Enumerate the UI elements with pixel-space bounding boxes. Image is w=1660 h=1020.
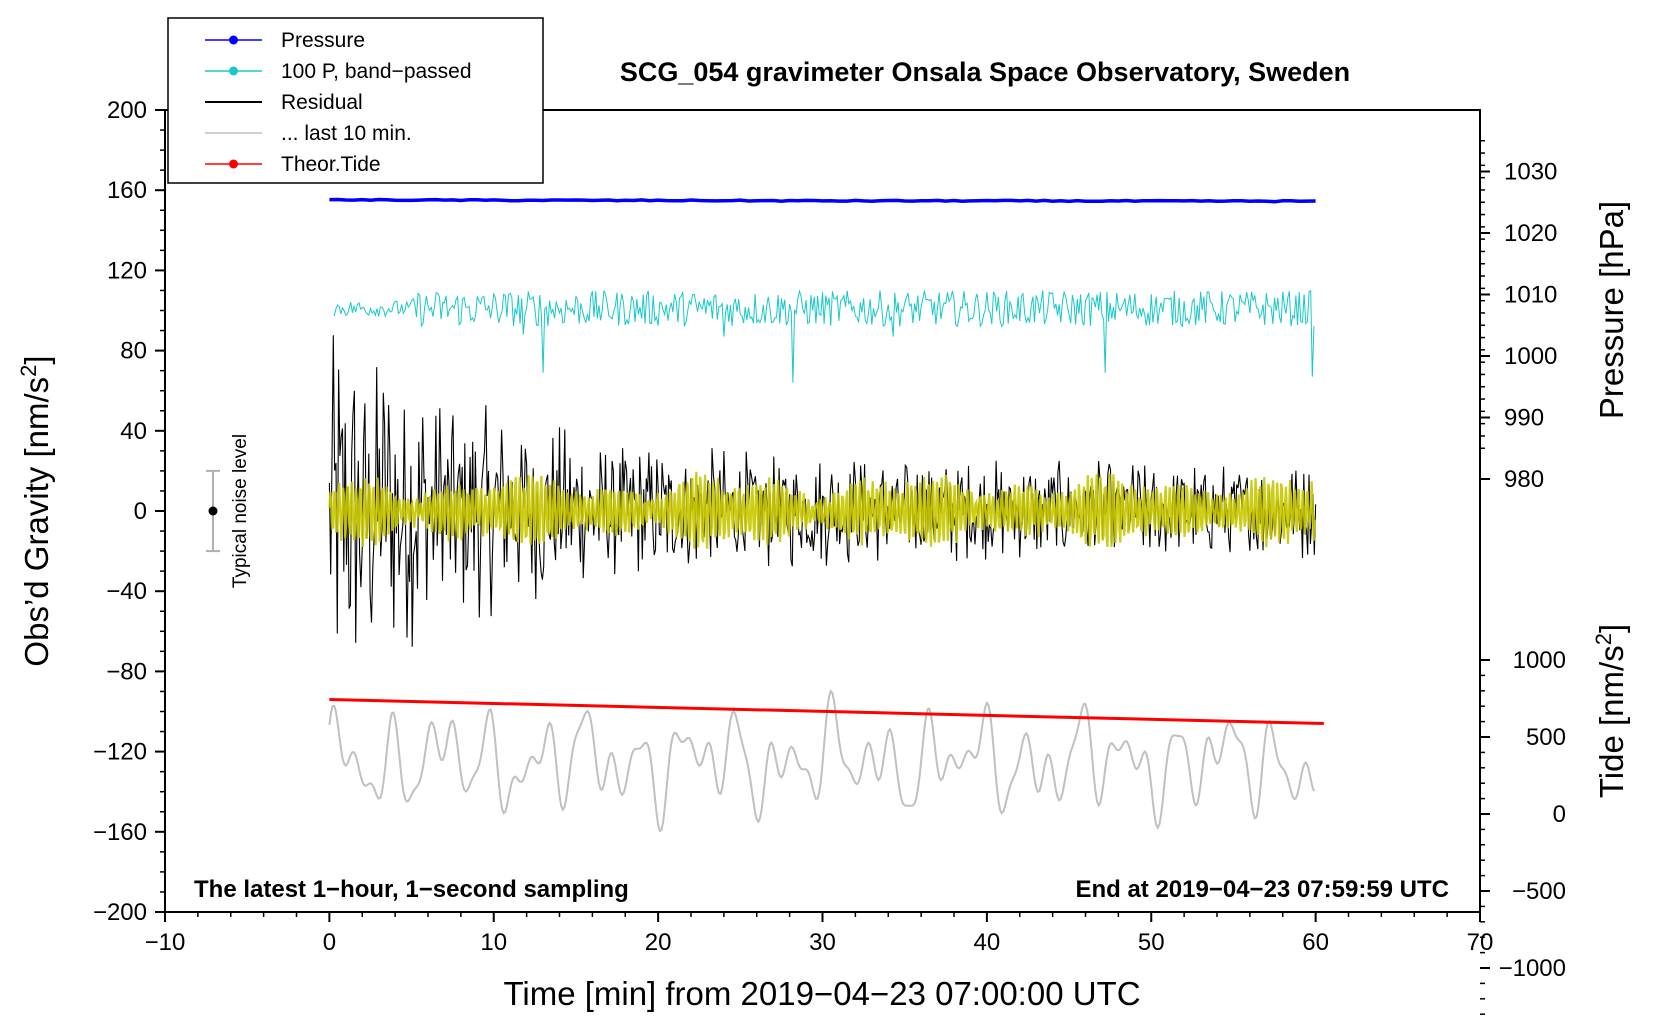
x-tick-label: −10 bbox=[145, 929, 186, 956]
pressure-line bbox=[329, 197, 1316, 204]
filtered-residual-line bbox=[328, 471, 1316, 549]
last-10-min-series bbox=[328, 689, 1315, 833]
legend-swatch-marker bbox=[229, 66, 238, 76]
pressure-tick-label: 1000 bbox=[1504, 343, 1557, 370]
x-tick-label: 10 bbox=[480, 929, 507, 956]
noise-level-label: Typical noise level bbox=[230, 434, 251, 588]
legend-label: ... last 10 min. bbox=[281, 122, 412, 145]
tide-tick-label: −500 bbox=[1512, 878, 1566, 905]
tide-axis-label: Tide [nm/s2] bbox=[1591, 624, 1630, 798]
filtered-residual-series bbox=[328, 471, 1316, 549]
pressure-series bbox=[329, 197, 1316, 204]
tide-tick-label: −1000 bbox=[1499, 955, 1566, 982]
y-tick-label: −160 bbox=[93, 819, 147, 846]
x-tick-label: 60 bbox=[1302, 929, 1329, 956]
x-axis-ticks: −10 0 10 20 30 40 50 60 70 bbox=[145, 912, 1494, 956]
noise-bar-center-dot bbox=[208, 506, 218, 516]
y-tick-label: −120 bbox=[93, 739, 147, 766]
x-tick-label: 0 bbox=[323, 929, 336, 956]
tide-axis-label-main: Tide [nm/s bbox=[1593, 645, 1630, 798]
tide-axis-label-end: ] bbox=[1593, 624, 1630, 633]
pressure-tick-label: 980 bbox=[1504, 466, 1544, 493]
pressure-tick-label: 990 bbox=[1504, 405, 1544, 432]
tide-tick-label: 1000 bbox=[1513, 647, 1566, 674]
x-tick-label: 50 bbox=[1138, 929, 1165, 956]
y-tick-label: −40 bbox=[106, 578, 147, 605]
pressure-axis-label: Pressure [hPa] bbox=[1593, 201, 1630, 419]
x-tick-label: 40 bbox=[974, 929, 1001, 956]
y-axis-left-label: Obs’d Gravity [nm/s2] bbox=[16, 355, 55, 666]
legend-label: Theor.Tide bbox=[281, 153, 381, 176]
noise-level-indicator: Typical noise level bbox=[206, 434, 251, 588]
chart-title: SCG_054 gravimeter Onsala Space Observat… bbox=[620, 57, 1350, 87]
y-tick-label: −200 bbox=[93, 899, 147, 926]
legend-label: Residual bbox=[281, 91, 363, 114]
pressure-tick-label: 1020 bbox=[1504, 220, 1557, 247]
y-tick-label: 120 bbox=[107, 257, 147, 284]
band-passed-pressure-series bbox=[333, 289, 1315, 383]
y-tick-label: 0 bbox=[134, 498, 147, 525]
legend-label: Pressure bbox=[281, 29, 365, 52]
y-tick-label: 40 bbox=[120, 418, 147, 445]
tide-tick-label: 500 bbox=[1526, 724, 1566, 751]
sampling-annotation: The latest 1−hour, 1−second sampling bbox=[194, 876, 629, 903]
legend-label: 100 P, band−passed bbox=[281, 60, 472, 83]
y-axis-left-label-end: ] bbox=[18, 355, 55, 364]
tide-line bbox=[329, 697, 1324, 726]
legend: Pressure 100 P, band−passed Residual ... la… bbox=[167, 17, 544, 184]
x-tick-label: 30 bbox=[809, 929, 836, 956]
last-10-min-line bbox=[328, 689, 1315, 833]
pressure-tick-label: 1030 bbox=[1504, 159, 1557, 186]
legend-box bbox=[167, 17, 544, 184]
y-axis-left-ticks: 200 160 120 80 40 0 −40 −80 −120 −160 −200 bbox=[93, 97, 165, 926]
tide-tick-label: 0 bbox=[1553, 801, 1566, 828]
pressure-tick-label: 1010 bbox=[1504, 282, 1557, 309]
x-tick-label: 20 bbox=[645, 929, 672, 956]
y-tick-label: 80 bbox=[120, 338, 147, 365]
y-axis-left-label-main: Obs’d Gravity [nm/s bbox=[18, 377, 55, 667]
x-tick-label: 70 bbox=[1467, 929, 1494, 956]
x-axis-label: Time [min] from 2019−04−23 07:00:00 UTC bbox=[503, 975, 1140, 1012]
y-tick-label: 160 bbox=[107, 177, 147, 204]
tide-axis-label-sup: 2 bbox=[1591, 633, 1616, 645]
y-tick-label: −80 bbox=[106, 658, 147, 685]
y-tick-label: 200 bbox=[107, 97, 147, 124]
legend-swatch-marker bbox=[229, 159, 238, 169]
y-axis-left-label-sup: 2 bbox=[16, 365, 41, 377]
legend-swatch-marker bbox=[229, 35, 238, 45]
end-time-annotation: End at 2019−04−23 07:59:59 UTC bbox=[1075, 876, 1449, 903]
pressure-axis-ticks: 1030 1020 1010 1000 990 980 bbox=[1480, 140, 1557, 493]
theoretical-tide-series bbox=[329, 697, 1324, 726]
band-passed-line bbox=[333, 289, 1315, 383]
